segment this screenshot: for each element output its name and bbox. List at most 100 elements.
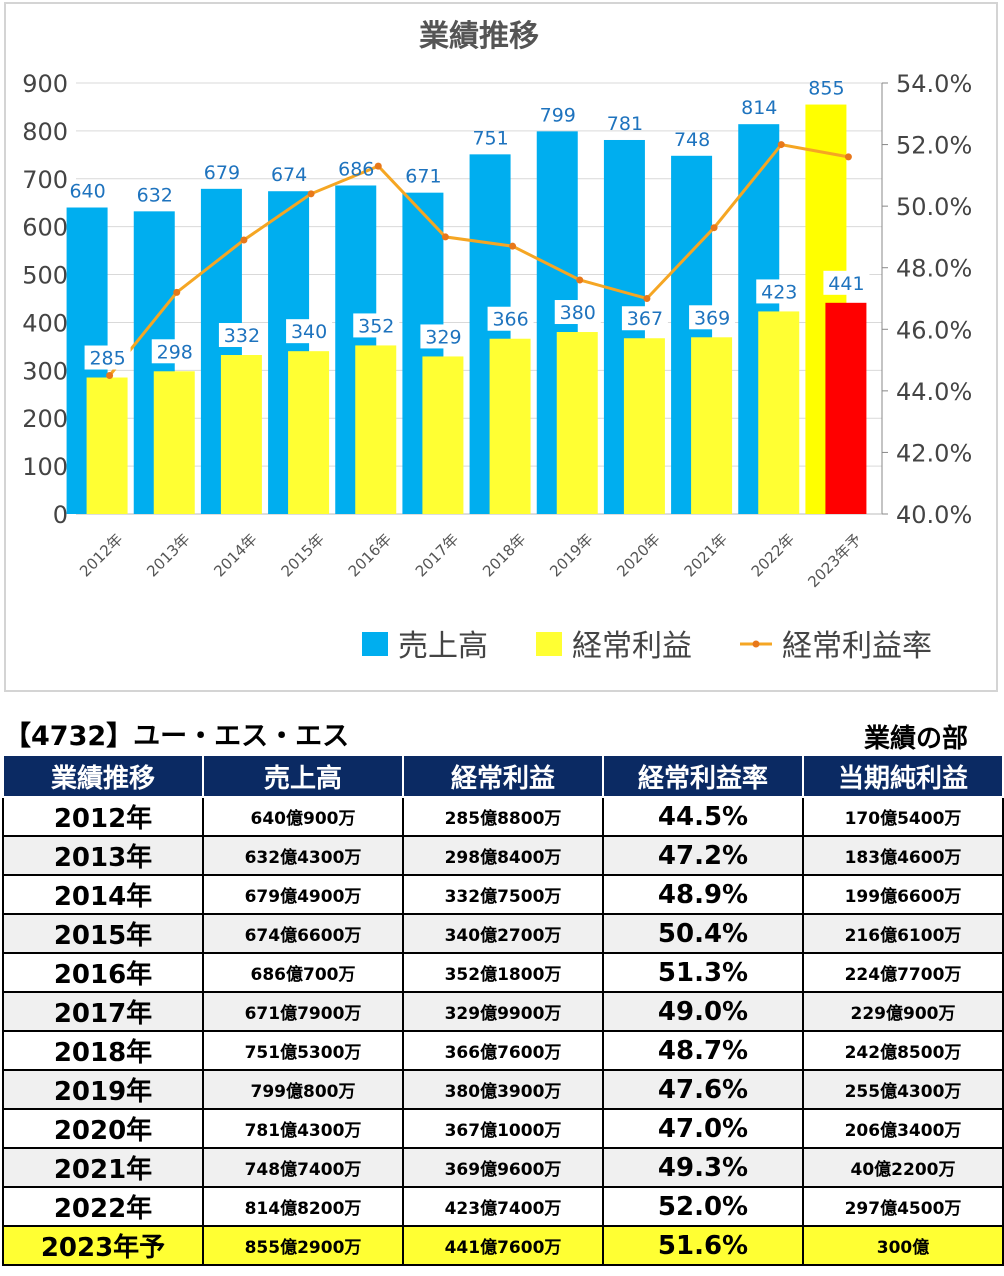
cell-ordinary-profit: 367億1000万: [402, 1108, 604, 1149]
x-category-label: 2019年: [546, 530, 596, 580]
sales-data-label: 799: [540, 104, 576, 126]
y-left-tick-label: 0: [53, 501, 68, 529]
ordinary-profit-bar: [556, 332, 598, 514]
cell-year: 2019年: [2, 1069, 204, 1110]
sales-data-label: 751: [472, 127, 508, 149]
y-right-tick-label: 50.0%: [896, 193, 972, 221]
profit-label-bg: [689, 305, 736, 330]
cell-year: 2023年予: [2, 1225, 204, 1266]
y-right-tick-label: 44.0%: [896, 378, 972, 406]
cell-sales: 632億4300万: [202, 835, 404, 876]
cell-sales: 748億7400万: [202, 1147, 404, 1188]
cell-ordinary-profit: 332億7500万: [402, 874, 604, 915]
cell-ordinary-profit: 298億8400万: [402, 835, 604, 876]
profit-label-bg: [353, 313, 400, 338]
table-row: 2018年 751億5300万 366億7600万 48.7% 242億8500万: [2, 1030, 1004, 1071]
sales-data-label: 679: [204, 162, 240, 184]
cell-year: 2020年: [2, 1108, 204, 1149]
table-row: 2022年 814億8200万 423億7400万 52.0% 297億4500万: [2, 1186, 1004, 1227]
profit-rate-point: [643, 295, 651, 302]
ordinary-profit-bar: [691, 337, 733, 514]
y-left-tick-label: 100: [22, 453, 68, 481]
cell-sales: 679億4900万: [202, 874, 404, 915]
cell-profit-rate: 49.0%: [602, 991, 804, 1032]
profit-data-label: 285: [89, 348, 125, 370]
cell-profit-rate: 47.0%: [602, 1108, 804, 1149]
ordinary-profit-bar: [489, 338, 531, 514]
table-row: 2019年 799億800万 380億3900万 47.6% 255億4300万: [2, 1069, 1004, 1110]
y-left-tick-label: 500: [22, 262, 68, 290]
sales-data-label: 671: [405, 166, 441, 188]
x-category-label: 2016年: [345, 530, 395, 580]
profit-rate-point: [106, 371, 114, 379]
legend-label-profit-rate: 経常利益率: [782, 629, 932, 664]
cell-ordinary-profit: 329億9900万: [402, 991, 604, 1032]
y-right-tick-label: 46.0%: [896, 316, 972, 344]
table-row: 2020年 781億4300万 367億1000万 47.0% 206億3400万: [2, 1108, 1004, 1149]
x-category-label: 2021年: [681, 530, 731, 580]
y-right-tick-label: 48.0%: [896, 255, 972, 283]
profit-data-label: 423: [761, 281, 797, 303]
cell-sales: 751億5300万: [202, 1030, 404, 1071]
profit-rate-point: [710, 224, 718, 232]
cell-profit-rate: 48.9%: [602, 874, 804, 915]
ordinary-profit-bar: [220, 355, 262, 514]
cell-net-income: 300億: [802, 1225, 1004, 1266]
cell-sales: 674億6600万: [202, 913, 404, 954]
sales-data-label: 814: [741, 97, 777, 119]
y-right-tick-label: 40.0%: [896, 501, 972, 529]
x-category-label: 2012年: [76, 530, 126, 580]
x-category-label: 2015年: [278, 530, 328, 580]
cell-ordinary-profit: 352億1800万: [402, 952, 604, 993]
x-category-label: 2013年: [143, 530, 193, 580]
header-profit-rate: 経常利益率: [602, 754, 804, 798]
performance-table: 業績推移 売上高 経常利益 経常利益率 当期純利益 2012年 640億900万 2…: [2, 754, 1004, 1266]
x-category-label: 2023年予: [804, 530, 865, 591]
y-left-tick-label: 200: [22, 405, 68, 433]
ordinary-profit-bar: [422, 356, 464, 514]
table-row: 2023年予 855億2900万 441億7600万 51.6% 300億: [2, 1225, 1004, 1266]
table-row: 2021年 748億7400万 369億9600万 49.3% 40億2200万: [2, 1147, 1004, 1188]
sales-data-label: 686: [338, 158, 374, 180]
cell-profit-rate: 52.0%: [602, 1186, 804, 1227]
table-row: 2014年 679億4900万 332億7500万 48.9% 199億6600万: [2, 874, 1004, 915]
cell-sales: 640億900万: [202, 796, 404, 837]
legend-swatch-ordinary-profit: [536, 632, 562, 656]
ordinary-profit-bar: [825, 302, 867, 514]
cell-sales: 814億8200万: [202, 1186, 404, 1227]
legend-label-sales: 売上高: [398, 629, 488, 664]
cell-net-income: 206億3400万: [802, 1108, 1004, 1149]
cell-profit-rate: 51.6%: [602, 1225, 804, 1266]
profit-rate-line: [108, 142, 849, 377]
cell-ordinary-profit: 285億8800万: [402, 796, 604, 837]
profit-rate-point: [374, 162, 382, 170]
cell-profit-rate: 47.2%: [602, 835, 804, 876]
profit-data-label: 369: [694, 307, 730, 329]
cell-profit-rate: 44.5%: [602, 796, 804, 837]
table-body: 2012年 640億900万 285億8800万 44.5% 170億5400万 2013…: [2, 796, 1004, 1266]
cell-ordinary-profit: 366億7600万: [402, 1030, 604, 1071]
profit-label-bg: [151, 339, 198, 364]
table-row: 2016年 686億700万 352億1800万 51.3% 224億7700万: [2, 952, 1004, 993]
cell-profit-rate: 48.7%: [602, 1030, 804, 1071]
profit-rate-point: [777, 141, 785, 149]
profit-rate-point: [509, 242, 517, 250]
y-left-tick-label: 900: [22, 70, 68, 98]
chart-title: 業績推移: [419, 19, 539, 54]
cell-year: 2012年: [2, 796, 204, 837]
legend-label-ordinary-profit: 経常利益: [572, 629, 692, 664]
y-right-tick-label: 42.0%: [896, 439, 972, 467]
table-row: 2012年 640億900万 285億8800万 44.5% 170億5400万: [2, 796, 1004, 837]
profit-label-bg: [84, 345, 131, 370]
cell-sales: 671億7900万: [202, 991, 404, 1032]
cell-profit-rate: 49.3%: [602, 1147, 804, 1188]
profit-label-bg: [487, 306, 534, 331]
profit-data-label: 441: [828, 273, 864, 295]
profit-label-bg: [621, 306, 668, 331]
sales-data-label: 748: [674, 129, 710, 151]
profit-data-label: 366: [492, 309, 528, 331]
cell-net-income: 297億4500万: [802, 1186, 1004, 1227]
profit-data-label: 332: [224, 325, 260, 347]
table-row: 2015年 674億6600万 340億2700万 50.4% 216億6100万: [2, 913, 1004, 954]
section-title: 業績の部: [863, 724, 968, 754]
